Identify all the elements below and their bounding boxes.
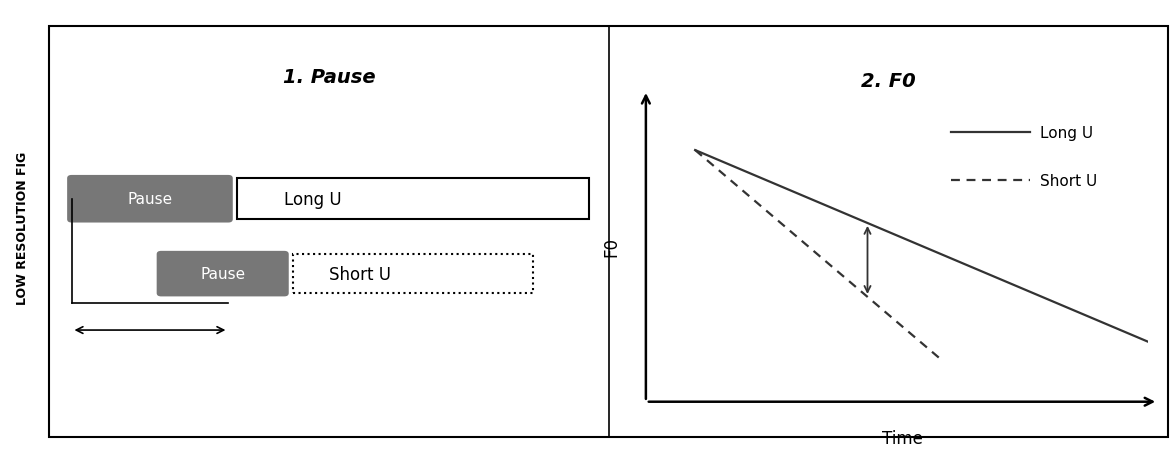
Bar: [293, 254, 533, 293]
Text: Long U: Long U: [285, 190, 342, 208]
Text: Long U: Long U: [1040, 125, 1093, 140]
Bar: [237, 179, 590, 220]
Text: 2. F0: 2. F0: [861, 72, 917, 91]
FancyBboxPatch shape: [67, 176, 233, 223]
Text: 1. Pause: 1. Pause: [282, 68, 375, 87]
Text: Short U: Short U: [1040, 173, 1097, 188]
Text: Short U: Short U: [329, 265, 391, 283]
Text: LOW RESOLUTION FIG: LOW RESOLUTION FIG: [15, 151, 29, 304]
FancyBboxPatch shape: [157, 251, 288, 297]
Text: F0: F0: [602, 237, 620, 256]
Text: Pause: Pause: [128, 192, 172, 207]
Text: Pause: Pause: [200, 267, 245, 282]
Text: Time: Time: [881, 429, 922, 447]
